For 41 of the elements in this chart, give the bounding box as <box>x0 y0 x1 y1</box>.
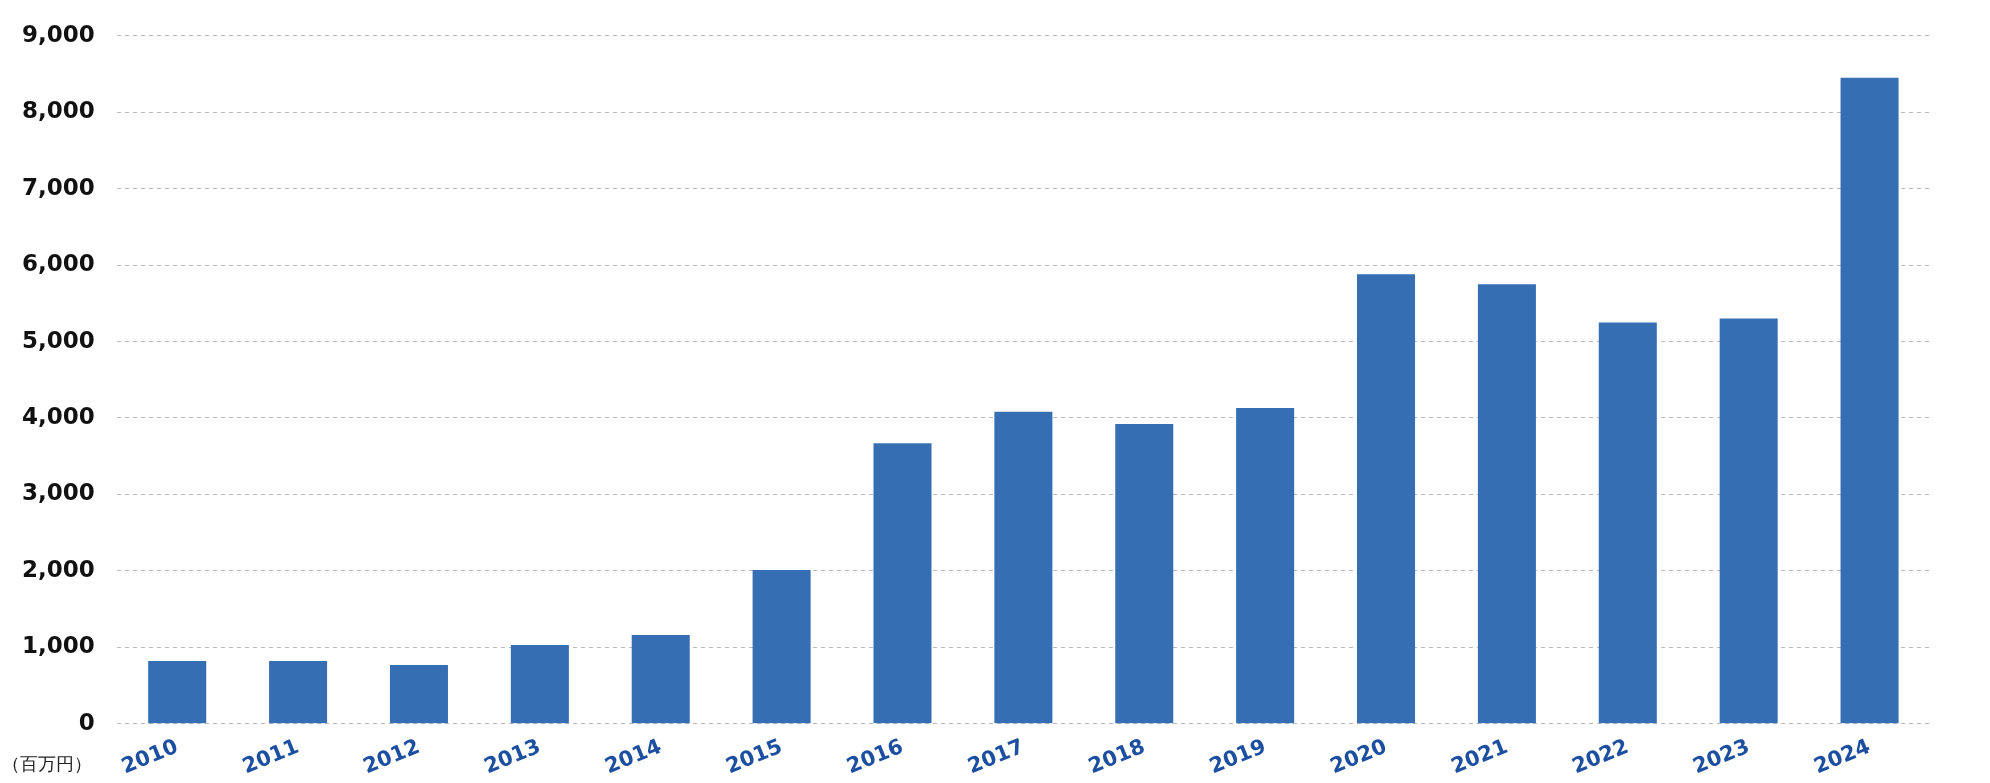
x-tick-label: 2011 <box>238 733 302 779</box>
bar <box>631 635 690 724</box>
x-tick-label: 2012 <box>359 733 423 779</box>
x-tick-label: 2018 <box>1084 733 1149 779</box>
bar <box>1115 424 1174 724</box>
y-tick-label: 6,000 <box>21 250 95 277</box>
x-tick-label: 2024 <box>1810 733 1874 779</box>
y-tick-label: 3,000 <box>21 479 95 506</box>
y-tick-label: 5,000 <box>21 326 95 353</box>
bar <box>389 664 448 724</box>
bar <box>1236 408 1295 724</box>
y-tick-label: 1,000 <box>21 632 95 659</box>
x-tick-label: 2023 <box>1689 733 1753 779</box>
x-tick-label: 2022 <box>1568 733 1632 779</box>
x-tick-label: 2019 <box>1205 733 1270 779</box>
y-axis-title: （百万円） <box>2 753 92 775</box>
y-tick-label: 9,000 <box>21 20 95 47</box>
x-tick-label: 2010 <box>117 733 182 779</box>
bar <box>510 645 569 724</box>
bar <box>1840 77 1899 724</box>
bar <box>269 661 328 724</box>
bar <box>752 570 811 724</box>
y-tick-label: 0 <box>78 708 95 735</box>
x-tick-label: 2013 <box>480 733 544 779</box>
x-tick-label: 2014 <box>601 733 665 779</box>
bar <box>1357 274 1416 724</box>
y-tick-label: 8,000 <box>21 97 95 124</box>
y-tick-label: 7,000 <box>21 173 95 200</box>
bar <box>994 411 1053 724</box>
y-tick-label: 2,000 <box>21 555 95 582</box>
bar <box>873 443 932 724</box>
x-tick-label: 2015 <box>722 733 786 779</box>
x-tick-label: 2020 <box>1326 733 1390 779</box>
bar <box>148 661 207 724</box>
bar <box>1719 318 1778 724</box>
x-tick-label: 2016 <box>843 733 907 779</box>
x-tick-label: 2017 <box>964 733 1028 779</box>
y-tick-label: 4,000 <box>21 402 95 429</box>
x-tick-label: 2021 <box>1447 733 1511 779</box>
bar <box>1477 284 1536 724</box>
bar <box>1598 322 1657 724</box>
